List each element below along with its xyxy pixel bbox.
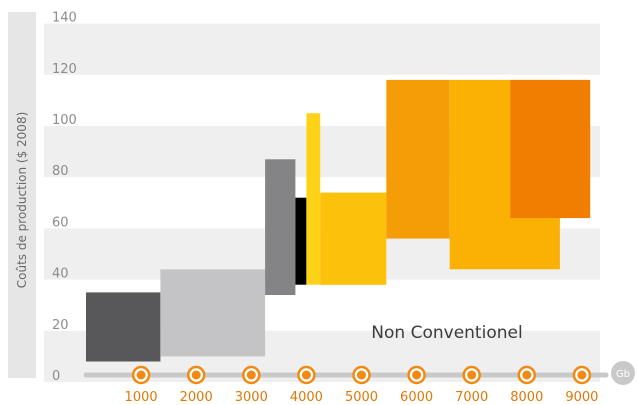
x-tick-marker-dot — [191, 370, 201, 380]
y-tick-label: 60 — [52, 215, 69, 230]
bar-segment — [265, 159, 296, 295]
bars — [86, 79, 591, 362]
x-tick-marker-dot — [522, 370, 532, 380]
bar-segment — [320, 192, 387, 285]
y-axis-title-band — [8, 12, 36, 378]
x-tick-marker-dot — [246, 370, 256, 380]
x-tick-marker-dot — [467, 370, 477, 380]
x-tick-label: 6000 — [400, 390, 433, 405]
y-tick-label: 120 — [52, 62, 77, 77]
x-unit-badge — [611, 361, 635, 385]
y-axis-label: Coûts de production ($ 2008) — [15, 112, 29, 289]
x-tick-label: 2000 — [180, 390, 213, 405]
x-tick-marker-dot — [301, 370, 311, 380]
y-tick-label: 0 — [52, 369, 60, 384]
y-tick-label: 100 — [52, 113, 77, 128]
y-tick-labels: 0 20 40 60 80 100 120 140 — [52, 11, 77, 384]
x-tick-label: 4000 — [290, 390, 323, 405]
y-tick-label: 40 — [52, 267, 69, 282]
y-tick-label: 140 — [52, 11, 77, 26]
x-tick-label: 5000 — [345, 390, 378, 405]
x-tick-label: 8000 — [510, 390, 543, 405]
x-tick-label: 3000 — [235, 390, 268, 405]
grid-band — [44, 23, 600, 75]
bar-segment — [160, 269, 266, 357]
x-tick-marker-dot — [577, 370, 587, 380]
x-tick-label: 9000 — [565, 390, 598, 405]
x-unit-label: Gb — [616, 369, 630, 380]
x-tick-marker-dot — [136, 370, 146, 380]
bar-segment — [306, 113, 321, 285]
bar-segment — [295, 197, 307, 285]
bar-segment — [510, 79, 591, 219]
y-tick-label: 80 — [52, 164, 69, 179]
x-tick-marker-dot — [357, 370, 366, 380]
y-tick-label: 20 — [52, 318, 69, 333]
x-tick-label: 7000 — [455, 390, 488, 405]
x-tick-marker-dot — [412, 370, 422, 380]
x-axis: 1000 2000 3000 4000 5000 6000 7000 8000 9000 Gb — [83, 361, 635, 405]
bar-segment — [386, 79, 450, 239]
bar-segment — [86, 292, 161, 362]
x-tick-label: 1000 — [125, 390, 158, 405]
annotation-non-conventionel: Non Conventionel — [371, 323, 522, 343]
